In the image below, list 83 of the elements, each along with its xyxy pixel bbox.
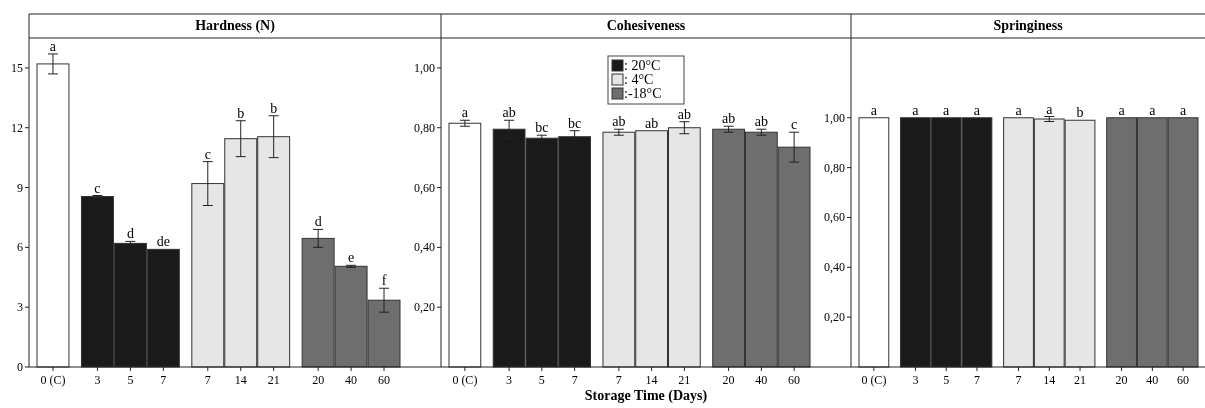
data-label: ab xyxy=(502,105,516,121)
data-label: a xyxy=(1118,102,1126,118)
y-tick-label: 0,20 xyxy=(824,310,845,325)
x-tick-label: 60 xyxy=(378,373,391,387)
x-axis-title: Storage Time (Days) xyxy=(584,388,708,404)
x-tick-label: 20 xyxy=(1115,373,1128,387)
y-tick-label: 3 xyxy=(17,300,23,315)
x-tick-label: 40 xyxy=(345,373,358,387)
data-label: d xyxy=(314,214,322,230)
y-tick-label: 0,80 xyxy=(414,120,435,135)
data-label: c xyxy=(94,180,101,196)
data-label: a xyxy=(1149,102,1157,118)
x-tick-label: 7 xyxy=(973,373,980,387)
data-label: b xyxy=(237,105,245,121)
x-tick-label: 20 xyxy=(722,373,735,387)
chart-title: Cohesiveness xyxy=(606,18,686,33)
y-tick-label: 6 xyxy=(17,240,23,255)
y-tick-label: 9 xyxy=(17,180,23,195)
x-tick-label: 21 xyxy=(267,373,280,387)
x-tick-label: 60 xyxy=(788,373,801,387)
x-tick-label: 7 xyxy=(571,373,578,387)
x-tick-label: 0 (C) xyxy=(861,373,887,387)
data-label: ab xyxy=(677,106,691,122)
data-label: de xyxy=(156,234,170,250)
data-label: b xyxy=(1076,105,1084,121)
data-label: bc xyxy=(568,115,582,131)
data-label: d xyxy=(126,226,134,242)
y-tick-label: 0,40 xyxy=(824,260,845,275)
x-tick-label: 14 xyxy=(234,373,247,387)
y-tick-label: 0,40 xyxy=(414,240,435,255)
x-tick-label: 5 xyxy=(127,373,134,387)
data-label: a xyxy=(912,102,920,118)
y-tick-label: 0 xyxy=(17,360,23,374)
legend-label: : 20°C xyxy=(624,58,661,73)
y-tick-label: 15 xyxy=(11,60,23,75)
data-label: a xyxy=(870,102,878,118)
x-tick-label: 7 xyxy=(204,373,211,387)
x-tick-label: 21 xyxy=(1074,373,1087,387)
data-label: ab xyxy=(645,115,659,131)
x-tick-label: 40 xyxy=(755,373,768,387)
data-label: a xyxy=(973,102,981,118)
data-label: ab xyxy=(721,111,736,127)
data-label: a xyxy=(461,105,469,121)
y-tick-label: 0,60 xyxy=(414,180,435,195)
x-tick-label: 7 xyxy=(160,373,167,387)
x-tick-label: 20 xyxy=(312,373,325,387)
x-tick-label: 7 xyxy=(615,373,622,387)
data-label: a xyxy=(1180,102,1188,118)
data-label: b xyxy=(270,100,278,116)
x-tick-label: 5 xyxy=(538,373,545,387)
data-label: c xyxy=(204,146,211,162)
data-label: a xyxy=(1015,102,1023,118)
x-tick-label: 14 xyxy=(1043,373,1056,387)
x-tick-label: 5 xyxy=(943,373,950,387)
data-label: c xyxy=(791,117,798,133)
x-tick-label: 14 xyxy=(645,373,658,387)
data-label: a xyxy=(49,38,57,54)
x-tick-label: 0 (C) xyxy=(40,373,66,387)
legend-label: :-18°C xyxy=(624,86,662,101)
data-label: bc xyxy=(535,120,549,136)
data-label: ab xyxy=(612,114,626,130)
y-tick-label: 0,60 xyxy=(824,210,845,225)
x-tick-label: 0 (C) xyxy=(452,373,478,387)
y-tick-label: 1,00 xyxy=(414,60,435,75)
x-tick-label: 3 xyxy=(506,373,513,387)
y-tick-label: 0,20 xyxy=(414,300,435,315)
x-tick-label: 3 xyxy=(94,373,101,387)
x-tick-label: 60 xyxy=(1177,373,1190,387)
data-label: f xyxy=(381,273,387,289)
data-label: a xyxy=(1046,101,1054,117)
x-tick-label: 7 xyxy=(1015,373,1022,387)
x-tick-label: 21 xyxy=(678,373,691,387)
chart-title: Springiness xyxy=(993,18,1064,33)
chart-title: Hardness (N) xyxy=(195,18,276,34)
x-tick-label: 3 xyxy=(912,373,919,387)
data-label: ab xyxy=(754,114,768,130)
data-label: e xyxy=(347,250,355,266)
x-tick-label: 40 xyxy=(1146,373,1159,387)
data-label: a xyxy=(943,102,951,118)
y-tick-label: 12 xyxy=(11,120,23,135)
y-tick-label: 1,00 xyxy=(824,110,845,125)
legend-label: : 4°C xyxy=(624,72,654,87)
y-tick-label: 0,80 xyxy=(824,160,845,175)
